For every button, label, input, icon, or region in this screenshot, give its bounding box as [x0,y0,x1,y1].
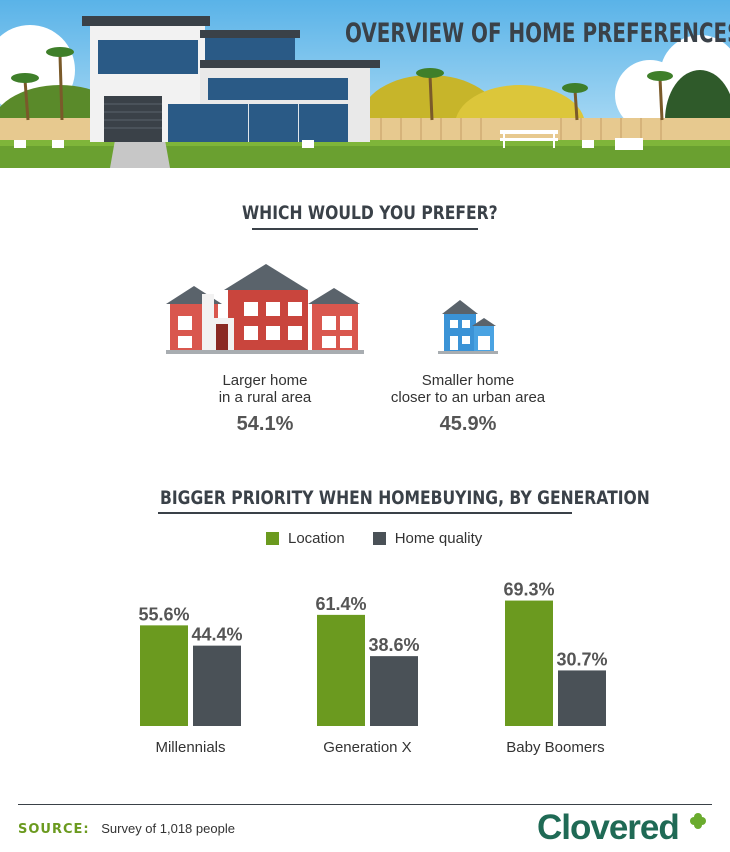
preference-title-underline [252,228,478,230]
source-text: Survey of 1,018 people [101,821,235,836]
bar-generation-x-home-quality [370,656,418,726]
option-small-home-line2: closer to an urban area [390,389,546,406]
data-label-millennials-location: 55.6% [138,604,189,624]
option-large-home-line2: in a rural area [218,389,312,406]
option-large-home-value: 54.1% [236,413,294,435]
brand-name: Clovered [537,808,680,847]
category-label-millennials: Millennials [155,739,225,756]
legend-label-home-quality: Home quality [394,530,483,547]
preference-section-title: WHICH WOULD YOU PREFER? [242,202,498,224]
option-small-home-label: Smaller home closer to an urban area [368,372,568,406]
bar-millennials-location [140,625,188,726]
data-label-millennials-home-quality: 44.4% [191,625,242,645]
category-label-generation-x: Generation X [323,739,411,756]
page-title: OVERVIEW OF HOME PREFERENCES [345,18,730,49]
bar-baby-boomers-home-quality [558,670,606,726]
priority-title-underline [158,512,572,514]
legend-label-location: Location [288,530,345,547]
option-small-home-line1: Smaller home [421,372,515,389]
data-label-baby-boomers-home-quality: 30.7% [556,649,607,669]
option-large-home-line1: Larger home [222,372,308,389]
hero-banner: OVERVIEW OF HOME PREFERENCES [0,0,730,168]
data-label-generation-x-home-quality: 38.6% [368,635,419,655]
hero-illustration [0,0,730,168]
source-label: SOURCE: [18,822,90,837]
bar-generation-x-location [317,614,365,726]
data-label-generation-x-location: 61.4% [315,594,366,614]
large-house-icon [166,264,364,354]
clover-icon [689,813,706,829]
option-large-home-label: Larger home in a rural area [165,372,365,406]
legend-swatch-location [266,532,279,545]
brand-logo: Clovered [537,808,707,848]
bar-millennials-home-quality [193,645,241,726]
small-house-icon [438,300,498,354]
bar-baby-boomers-location [505,600,553,726]
option-small-home-value: 45.9% [439,413,497,435]
legend-swatch-home-quality [372,532,386,545]
priority-section-title: BIGGER PRIORITY WHEN HOMEBUYING, BY GENE… [160,487,650,509]
data-label-baby-boomers-location: 69.3% [503,580,554,600]
category-label-baby-boomers: Baby Boomers [506,739,604,756]
chart-legend: Location Home quality [266,530,482,547]
footer-divider [18,804,712,805]
source-note: SOURCE: Survey of 1,018 people [18,821,235,837]
generation-bar-chart: 55.6%44.4% Millennials 61.4% 38.6% Generatio… [138,580,607,756]
